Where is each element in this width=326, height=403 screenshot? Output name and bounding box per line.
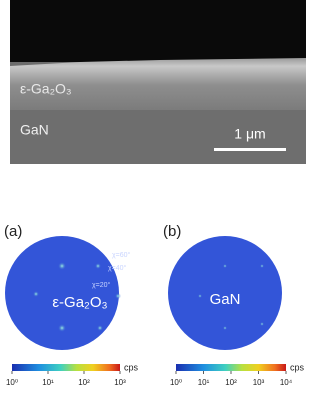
chi-label: χ=60° — [112, 251, 131, 259]
material-label: ε-Ga₂O₃ — [52, 294, 107, 311]
colorbar-label: 10¹ — [42, 378, 54, 387]
colorbar-label: 10² — [225, 378, 237, 387]
pole-figure: (b) GaN — [163, 223, 286, 371]
colorbar-label: 10⁴ — [280, 378, 293, 387]
colorbar-unit: cps — [290, 362, 305, 372]
chi-label: χ=20° — [92, 281, 111, 289]
colorbar-label: 10² — [78, 378, 90, 387]
chi-label: χ=40° — [108, 264, 127, 272]
pole-figure: (a) χ=60° χ=40° χ=20° ε-Ga₂O₃ — [4, 223, 131, 371]
scale-bar-label: 1 μm — [234, 126, 265, 142]
panel-label: (b) — [163, 223, 181, 240]
colorbar-label: 10¹ — [198, 378, 210, 387]
colorbar-label: 10³ — [253, 378, 265, 387]
layer-label: ε-Ga₂O₃ — [20, 81, 72, 97]
layer-label: GaN — [20, 122, 49, 138]
material-label: GaN — [210, 291, 241, 308]
colorbar-label: 10⁰ — [170, 378, 182, 387]
colorbar-unit: cps — [124, 362, 139, 372]
panel-label: (a) — [4, 223, 22, 240]
colorbar-label: 10³ — [114, 378, 126, 387]
colorbar-label: 10⁰ — [6, 378, 18, 387]
sem-image: ε-Ga₂O₃ GaN 1 μm — [10, 0, 306, 164]
figure: ε-Ga₂O₃ GaN 1 μm (a) χ=60° χ=40° χ=20° ε… — [0, 0, 326, 403]
